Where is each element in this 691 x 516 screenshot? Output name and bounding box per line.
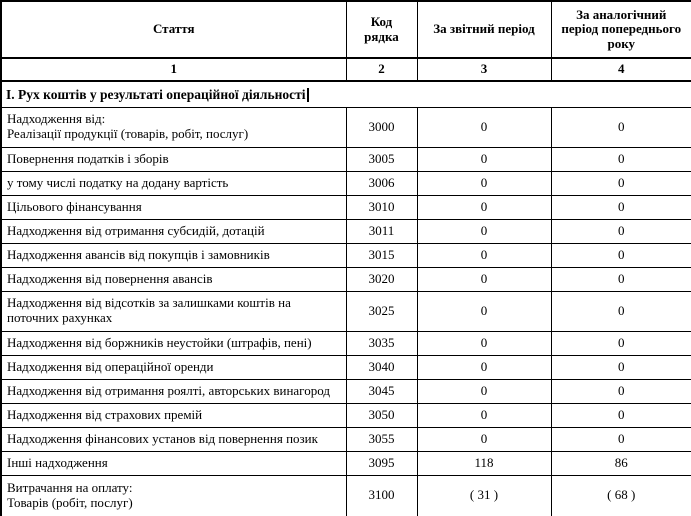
article-cell: Цільового фінансування: [0, 194, 347, 220]
reporting-value-cell[interactable]: 0: [416, 194, 552, 220]
table-row: Інші надходження 3095 118 86: [0, 450, 691, 476]
article-cell: Надходження від боржників неустойки (штр…: [0, 330, 347, 356]
previous-value-cell[interactable]: 0: [550, 330, 691, 356]
column-numbers-row: 1 2 3 4: [0, 57, 691, 82]
article-cell: Надходження від отримання субсидій, дота…: [0, 218, 347, 244]
table-header-row: Стаття Код рядка За звітний період За ан…: [0, 0, 691, 59]
previous-value-cell[interactable]: 0: [550, 146, 691, 172]
column-header-reporting-period: За звітний період: [416, 0, 552, 59]
reporting-value-cell[interactable]: 0: [416, 170, 552, 196]
previous-value-cell[interactable]: 0: [550, 402, 691, 428]
previous-value-cell[interactable]: 0: [550, 242, 691, 268]
table-row: Надходження від відсотків за залишками к…: [0, 290, 691, 332]
table-row: Надходження від боржників неустойки (штр…: [0, 330, 691, 356]
reporting-value-cell[interactable]: 0: [416, 218, 552, 244]
column-number-4: 4: [550, 57, 691, 82]
table-row: Надходження від отримання субсидій, дота…: [0, 218, 691, 244]
reporting-value-cell[interactable]: 118: [416, 450, 552, 476]
table-row: Надходження від: Реалізації продукції (т…: [0, 106, 691, 148]
previous-value-cell[interactable]: 0: [550, 378, 691, 404]
article-cell: Надходження від операційної оренди: [0, 354, 347, 380]
reporting-value-cell[interactable]: 0: [416, 106, 552, 148]
table-row: Надходження від повернення авансів 3020 0 0: [0, 266, 691, 292]
reporting-value-cell[interactable]: 0: [416, 354, 552, 380]
section-header-row: І. Рух коштів у результаті операційної д…: [0, 80, 691, 108]
article-cell: Надходження від отримання роялті, авторс…: [0, 378, 347, 404]
row-code-cell: 3006: [345, 170, 418, 196]
reporting-value-cell[interactable]: 0: [416, 402, 552, 428]
previous-value-cell[interactable]: 0: [550, 266, 691, 292]
column-number-2: 2: [345, 57, 418, 82]
table-row: Цільового фінансування 3010 0 0: [0, 194, 691, 220]
reporting-value-cell[interactable]: 0: [416, 330, 552, 356]
row-code-cell: 3025: [345, 290, 418, 332]
article-cell: Повернення податків і зборів: [0, 146, 347, 172]
reporting-value-cell[interactable]: 0: [416, 426, 552, 452]
table-row: Надходження від операційної оренди 3040 0 0: [0, 354, 691, 380]
article-cell: Інші надходження: [0, 450, 347, 476]
row-code-cell: 3055: [345, 426, 418, 452]
reporting-value-cell[interactable]: 0: [416, 242, 552, 268]
row-code-cell: 3000: [345, 106, 418, 148]
previous-value-cell[interactable]: 0: [550, 354, 691, 380]
row-code-cell: 3040: [345, 354, 418, 380]
reporting-value-cell[interactable]: 0: [416, 378, 552, 404]
column-number-3: 3: [416, 57, 552, 82]
text-cursor: [306, 87, 309, 102]
article-cell: Надходження від відсотків за залишками к…: [0, 290, 347, 332]
row-code-cell: 3100: [345, 474, 418, 516]
row-code-cell: 3095: [345, 450, 418, 476]
row-code-cell: 3010: [345, 194, 418, 220]
column-header-article: Стаття: [0, 0, 347, 59]
table-row: у тому числі податку на додану вартість 3…: [0, 170, 691, 196]
previous-value-cell[interactable]: 86: [550, 450, 691, 476]
table-row: Надходження від страхових премій 3050 0 0: [0, 402, 691, 428]
previous-value-cell[interactable]: 0: [550, 290, 691, 332]
row-code-cell: 3020: [345, 266, 418, 292]
table-row: Надходження фінансових установ від повер…: [0, 426, 691, 452]
column-header-code: Код рядка: [345, 0, 418, 59]
column-header-previous-period: За аналогічний період попереднього року: [550, 0, 691, 59]
previous-value-cell[interactable]: 0: [550, 194, 691, 220]
table-row: Надходження авансів від покупців і замов…: [0, 242, 691, 268]
previous-value-cell[interactable]: 0: [550, 106, 691, 148]
table-row: Надходження від отримання роялті, авторс…: [0, 378, 691, 404]
article-cell: у тому числі податку на додану вартість: [0, 170, 347, 196]
reporting-value-cell[interactable]: 0: [416, 266, 552, 292]
previous-value-cell[interactable]: 0: [550, 218, 691, 244]
reporting-value-cell[interactable]: 0: [416, 290, 552, 332]
article-cell: Витрачання на оплату: Товарів (робіт, по…: [0, 474, 347, 516]
table-row: Витрачання на оплату: Товарів (робіт, по…: [0, 474, 691, 516]
reporting-value-cell[interactable]: 0: [416, 146, 552, 172]
previous-value-cell[interactable]: 0: [550, 170, 691, 196]
row-code-cell: 3011: [345, 218, 418, 244]
column-number-1: 1: [0, 57, 347, 82]
article-cell: Надходження авансів від покупців і замов…: [0, 242, 347, 268]
section-title: І. Рух коштів у результаті операційної д…: [6, 86, 306, 102]
article-cell: Надходження від страхових премій: [0, 402, 347, 428]
row-code-cell: 3015: [345, 242, 418, 268]
article-cell: Надходження від: Реалізації продукції (т…: [0, 106, 347, 148]
section-title-cell[interactable]: І. Рух коштів у результаті операційної д…: [0, 80, 691, 108]
reporting-value-cell[interactable]: ( 31 ): [416, 474, 552, 516]
row-code-cell: 3035: [345, 330, 418, 356]
previous-value-cell[interactable]: 0: [550, 426, 691, 452]
article-cell: Надходження від повернення авансів: [0, 266, 347, 292]
article-cell: Надходження фінансових установ від повер…: [0, 426, 347, 452]
previous-value-cell[interactable]: ( 68 ): [550, 474, 691, 516]
table-row: Повернення податків і зборів 3005 0 0: [0, 146, 691, 172]
row-code-cell: 3045: [345, 378, 418, 404]
row-code-cell: 3050: [345, 402, 418, 428]
row-code-cell: 3005: [345, 146, 418, 172]
